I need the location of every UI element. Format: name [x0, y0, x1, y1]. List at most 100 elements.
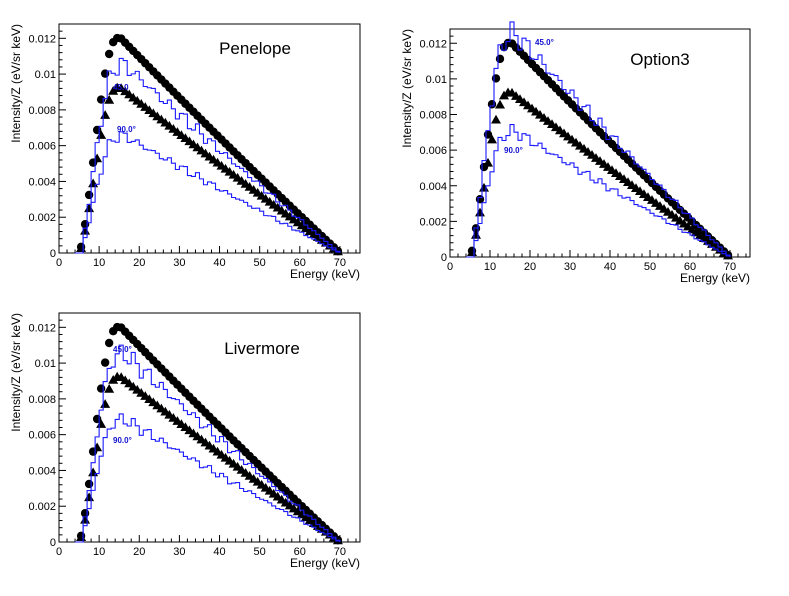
data-point-triangle	[475, 207, 485, 217]
x-axis-label: Energy (keV)	[680, 271, 750, 285]
x-tick-label: 10	[484, 261, 496, 273]
x-tick-label: 0	[447, 261, 453, 273]
x-tick-label: 0	[56, 546, 62, 558]
data-point-triangle	[104, 95, 115, 104]
series-simulated-45-0-	[75, 344, 341, 543]
y-tick-label: 0.012	[28, 33, 56, 45]
y-tick-label: 0.01	[35, 69, 56, 81]
y-tick-label: 0.002	[419, 216, 447, 228]
y-tick-label: 0.004	[419, 181, 447, 193]
data-point-circle	[84, 190, 94, 200]
y-tick-label: 0	[441, 252, 447, 264]
chart-title: Penelope	[219, 39, 291, 58]
y-axis-label: Intensity/Z (eV/sr keV)	[9, 313, 23, 432]
data-point-circle	[104, 338, 114, 348]
y-tick-label: 0.01	[35, 358, 56, 370]
y-tick-label: 0.006	[28, 430, 56, 442]
x-tick-label: 40	[213, 546, 225, 558]
data-point-circle	[96, 95, 106, 104]
data-point-triangle	[104, 384, 115, 393]
x-axis-label: Energy (keV)	[290, 556, 360, 570]
data-point-triangle	[491, 114, 501, 124]
data-point-triangle	[84, 492, 95, 502]
y-tick-label: 0.006	[28, 141, 56, 153]
y-tick-label: 0.004	[28, 176, 56, 188]
data-point-circle	[495, 54, 505, 64]
x-tick-label: 50	[644, 261, 656, 273]
annotation-90: 90.0°	[117, 125, 136, 134]
data-point-circle	[100, 358, 110, 367]
data-point-circle	[491, 74, 501, 83]
annotation-45: 45.0°	[113, 345, 132, 354]
x-tick-label: 30	[173, 257, 185, 269]
chart-panel-livermore: 0 10 20 30 40 50 60 70 0 0.002 0.004 0.006 0.008 0.01…	[9, 312, 361, 570]
x-tick-label: 50	[254, 546, 266, 558]
data-point-triangle	[487, 134, 497, 144]
series-measured-90-	[76, 371, 343, 545]
data-point-triangle	[471, 230, 481, 239]
y-tick-label: 0.01	[426, 74, 447, 86]
y-tick-label: 0.008	[419, 110, 447, 122]
x-tick-label: 50	[254, 257, 266, 269]
data-point-triangle	[92, 153, 103, 163]
y-axis-label: Intensity/Z (eV/sr keV)	[9, 24, 23, 143]
x-tick-label: 60	[294, 257, 306, 269]
data-point-circle	[96, 384, 106, 393]
x-tick-label: 20	[133, 257, 145, 269]
x-tick-label: 60	[294, 546, 306, 558]
x-tick-label: 30	[173, 546, 185, 558]
y-tick-label: 0.002	[28, 212, 56, 224]
data-point-circle	[104, 49, 114, 59]
annotation-90: 90.0°	[113, 436, 132, 445]
x-tick-label: 40	[604, 261, 616, 273]
x-tick-label: 40	[213, 257, 225, 269]
y-axis-label: Intensity/Z (eV/sr keV)	[400, 29, 414, 148]
y-tick-label: 0	[50, 537, 56, 549]
x-tick-label: 30	[564, 261, 576, 273]
data-point-triangle	[495, 99, 505, 109]
y-tick-label: 0.002	[28, 501, 56, 513]
data-point-triangle	[92, 442, 103, 452]
x-tick-label: 70	[334, 546, 346, 558]
series-measured-90-	[467, 87, 733, 260]
y-tick-label: 0.008	[28, 394, 56, 406]
series-measured-90-	[76, 82, 343, 256]
series-simulated-90-0-	[466, 123, 731, 258]
series-simulated-90-0-	[75, 413, 341, 543]
data-point-triangle	[80, 514, 91, 524]
data-point-triangle	[483, 157, 493, 167]
x-tick-label: 10	[93, 257, 105, 269]
data-point-triangle	[88, 178, 99, 188]
annotation-90: 90.0°	[504, 146, 523, 155]
x-tick-label: 10	[93, 546, 105, 558]
chart-panel-option3: 0 10 20 30 40 50 60 70 0 0.002 0.004 0.006 0.008 0.01…	[400, 21, 751, 285]
data-point-circle	[84, 479, 94, 489]
y-tick-label: 0.006	[419, 145, 447, 157]
chart-title: Option3	[630, 50, 690, 69]
y-tick-label: 0	[50, 248, 56, 260]
y-tick-label: 0.012	[28, 322, 56, 334]
data-point-triangle	[479, 182, 489, 192]
x-tick-label: 20	[524, 261, 536, 273]
x-tick-label: 0	[56, 257, 62, 269]
x-tick-label: 70	[724, 261, 736, 273]
y-tick-label: 0.004	[28, 465, 56, 477]
series-simulated-45-0-	[466, 21, 731, 258]
series-simulated-45-0-	[75, 57, 341, 254]
chart-title: Livermore	[224, 339, 300, 358]
data-point-triangle	[100, 399, 111, 408]
x-tick-label: 60	[684, 261, 696, 273]
x-axis-label: Energy (keV)	[290, 267, 360, 281]
data-point-triangle	[88, 467, 99, 477]
y-tick-label: 0.008	[28, 105, 56, 117]
series-simulated-90-0-	[75, 131, 341, 254]
chart-panel-penelope: 0 10 20 30 40 50 60 70 0 0.002 0.004 0.006 0.008 0.01…	[9, 23, 361, 281]
annotation-45: 45.0	[113, 83, 129, 92]
data-point-triangle	[80, 225, 91, 235]
x-tick-label: 20	[133, 546, 145, 558]
y-tick-label: 0.012	[419, 38, 447, 50]
annotation-45: 45.0°	[535, 38, 554, 47]
data-point-triangle	[100, 110, 111, 119]
x-tick-label: 70	[334, 257, 346, 269]
